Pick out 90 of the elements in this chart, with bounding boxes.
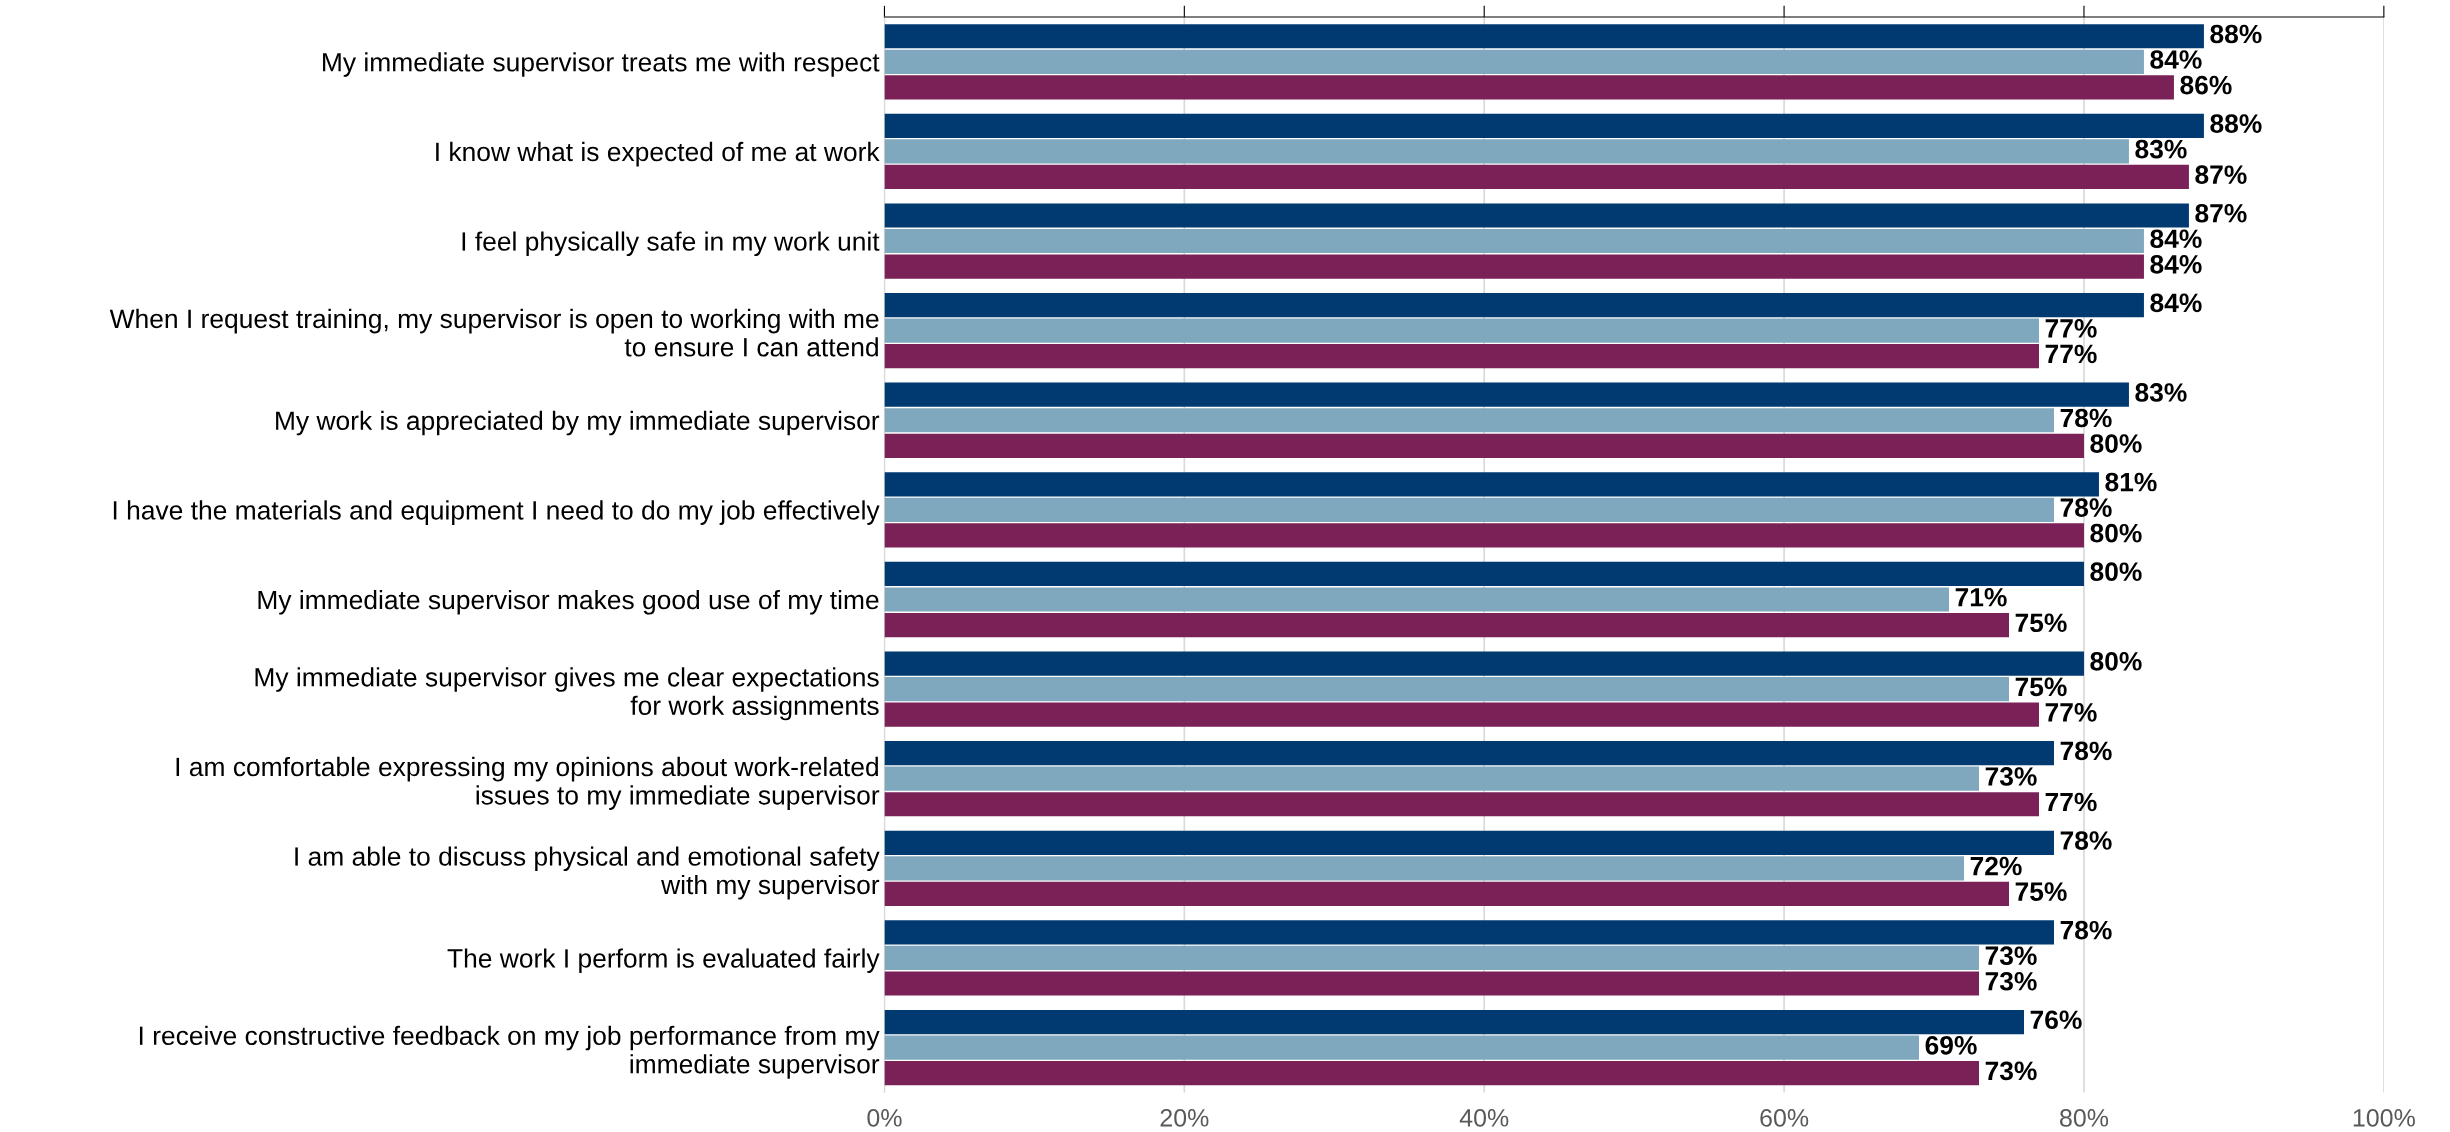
y-tick-label: I have the materials and equipment I need to do my job effectively [113,500,880,525]
bar [884,612,2009,638]
bar [884,587,1950,612]
text: 78% [2060,741,2112,761]
bar [884,920,2054,945]
text: 87% [2195,203,2247,223]
bar [884,344,2039,369]
text: 84% [2150,293,2202,313]
y-tick-label: My work is appreciated by my immediate supervisor [276,410,880,436]
bar [884,113,2204,138]
bar [884,497,2054,522]
bar [884,881,2009,906]
bar [884,523,2084,548]
x-tick-label: 20% [1160,1109,1209,1127]
text: 87% [2195,165,2247,185]
text: 75% [2015,882,2067,901]
text: 69% [1925,1035,1977,1055]
bar [884,164,2189,190]
text: 71% [1955,587,2007,607]
bar [884,254,2144,279]
bar [884,830,2054,855]
text: 76% [2030,1010,2082,1030]
bar [884,318,2039,343]
bar [884,433,2084,458]
text: 80% [2090,523,2142,543]
text: 86% [2180,75,2232,95]
bar [884,945,1980,971]
bar [884,472,2099,497]
bar [884,139,2129,164]
text: 75% [2015,613,2067,633]
text: 78% [2060,408,2112,428]
text: 80% [2090,651,2142,671]
text: 73% [1985,767,2037,786]
x-tick-label: 60% [1760,1109,1809,1127]
text: 80% [2090,562,2142,582]
bar [884,75,2174,100]
text: 84% [2150,229,2202,249]
text: 83% [2135,383,2187,402]
bar [884,228,2144,254]
bar [884,677,2009,702]
bar [884,24,2204,49]
bar [884,382,2129,407]
x-tick-label: 40% [1459,1109,1509,1127]
text: 73% [1985,971,2037,991]
bar [884,293,2144,318]
bar [884,766,1980,791]
bar [884,1009,2024,1035]
text: 77% [2045,344,2097,364]
text: 78% [2060,920,2112,940]
text: 73% [1985,946,2037,966]
bar [884,741,2054,766]
text: 88% [2210,24,2262,44]
y-tick-label: I receive constructive feedback on my job performance from my immediate supervisor [139,1025,880,1079]
text: 77% [2045,319,2097,338]
bar [884,971,1980,996]
text: 77% [2045,703,2097,722]
y-tick-label: My immediate supervisor treats me with respect [323,52,880,77]
text: 72% [1970,856,2022,876]
bar [884,702,2039,727]
text: 80% [2090,434,2142,453]
text: 81% [2105,472,2157,492]
text: 84% [2150,254,2202,274]
text: 78% [2060,498,2112,517]
x-tick-label: 80% [2060,1109,2109,1127]
bar [884,203,2189,228]
y-tick-label: I am comfortable expressing my opinions about work-related issues to my immediate supervisor [176,756,880,810]
bar [884,1061,1980,1086]
y-tick-label: The work I perform is evaluated fairly [447,948,880,973]
y-tick-label: My immediate supervisor gives me clear expectations for work assignments [255,667,879,721]
bar [884,856,1965,881]
bar [884,49,2144,74]
x-tick-label: 100% [2353,1109,2415,1127]
y-tick-label: My immediate supervisor makes good use of my time [258,589,879,615]
y-tick-label: I am able to discuss physical and emotional safety with my supervisor [295,846,880,900]
bar [884,651,2084,676]
x-tick-label: 0% [867,1109,902,1127]
text: 88% [2210,114,2262,133]
text: 78% [2060,831,2112,850]
bar [884,408,2054,433]
bar [884,561,2084,587]
bar [884,1035,1920,1060]
text: 75% [2015,677,2067,697]
text: 73% [1985,1061,2037,1081]
y-tick-label: I feel physically safe in my work unit [462,231,880,257]
y-tick-label: I know what is expected of me at work [436,141,880,167]
text: 83% [2135,139,2187,159]
bar [884,792,2039,817]
text: 77% [2045,792,2097,812]
y-tick-label: When I request training, my supervisor is open to working with me to ensure I can attend [109,308,879,357]
text: 84% [2150,50,2202,69]
